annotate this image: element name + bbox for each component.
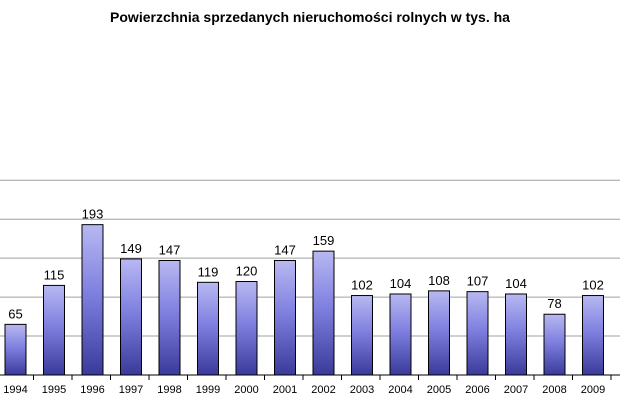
- chart-title: Powierzchnia sprzedanych nieruchomości r…: [110, 9, 510, 25]
- bar-1996: [81, 224, 104, 376]
- bar-1997: [120, 258, 142, 376]
- data-label: 65: [8, 306, 22, 321]
- x-tick-label: 2000: [234, 384, 258, 396]
- x-tick-label: 2006: [465, 384, 489, 396]
- bar-2003: [351, 295, 373, 376]
- bar-1995: [43, 284, 65, 376]
- bar-1994: [4, 323, 27, 376]
- bar-2000: [235, 281, 258, 376]
- x-tick-label: 2003: [350, 384, 374, 396]
- data-label: 120: [236, 264, 258, 279]
- data-label: 108: [428, 273, 450, 288]
- bar-2006: [466, 291, 489, 376]
- data-label: 147: [274, 242, 296, 257]
- data-label: 149: [120, 241, 142, 256]
- x-tick-label: 2002: [311, 384, 335, 396]
- data-label: 147: [159, 242, 181, 257]
- x-axis: [0, 374, 620, 380]
- x-tick-label: 1998: [157, 384, 181, 396]
- x-tick-labels: 1994 1995 1996 1997 1998 1999 2000 2001 2002 2003…: [3, 384, 605, 396]
- data-label: 119: [198, 264, 219, 279]
- data-label: 193: [82, 207, 104, 222]
- x-tick-label: 1997: [119, 384, 143, 396]
- x-tick-label: 2001: [273, 384, 297, 396]
- x-tick-label: 2007: [504, 384, 528, 396]
- bar-2008: [543, 313, 566, 376]
- data-label: 104: [390, 276, 412, 291]
- data-label: 102: [351, 278, 373, 293]
- data-label: 107: [467, 274, 489, 289]
- bar-2001: [274, 259, 296, 376]
- bar-2005: [428, 290, 450, 376]
- x-tick-label: 2009: [581, 384, 605, 396]
- data-label: 78: [547, 296, 561, 311]
- x-tick-label: 2008: [542, 384, 566, 396]
- x-tick-label: 1999: [196, 384, 220, 396]
- data-label: 115: [44, 267, 65, 282]
- x-tick-label: 1996: [80, 384, 104, 396]
- x-tick-label: 1995: [42, 384, 66, 396]
- data-labels: 65 115 193 149 147 119 120 147 159 102 104 108 107 10…: [8, 207, 604, 322]
- x-tick-label: 1994: [3, 384, 27, 396]
- bar-2004: [389, 293, 412, 376]
- bar-2007: [505, 293, 527, 376]
- data-label: 104: [505, 276, 527, 291]
- bars: [4, 224, 604, 376]
- bar-2002: [312, 250, 335, 376]
- data-label: 159: [313, 233, 335, 248]
- bar-1998: [158, 259, 181, 376]
- bar-2009: [582, 295, 604, 376]
- bar-1999: [197, 281, 219, 376]
- x-tick-label: 2005: [427, 384, 451, 396]
- data-label: 102: [582, 278, 604, 293]
- x-tick-label: 2004: [388, 384, 412, 396]
